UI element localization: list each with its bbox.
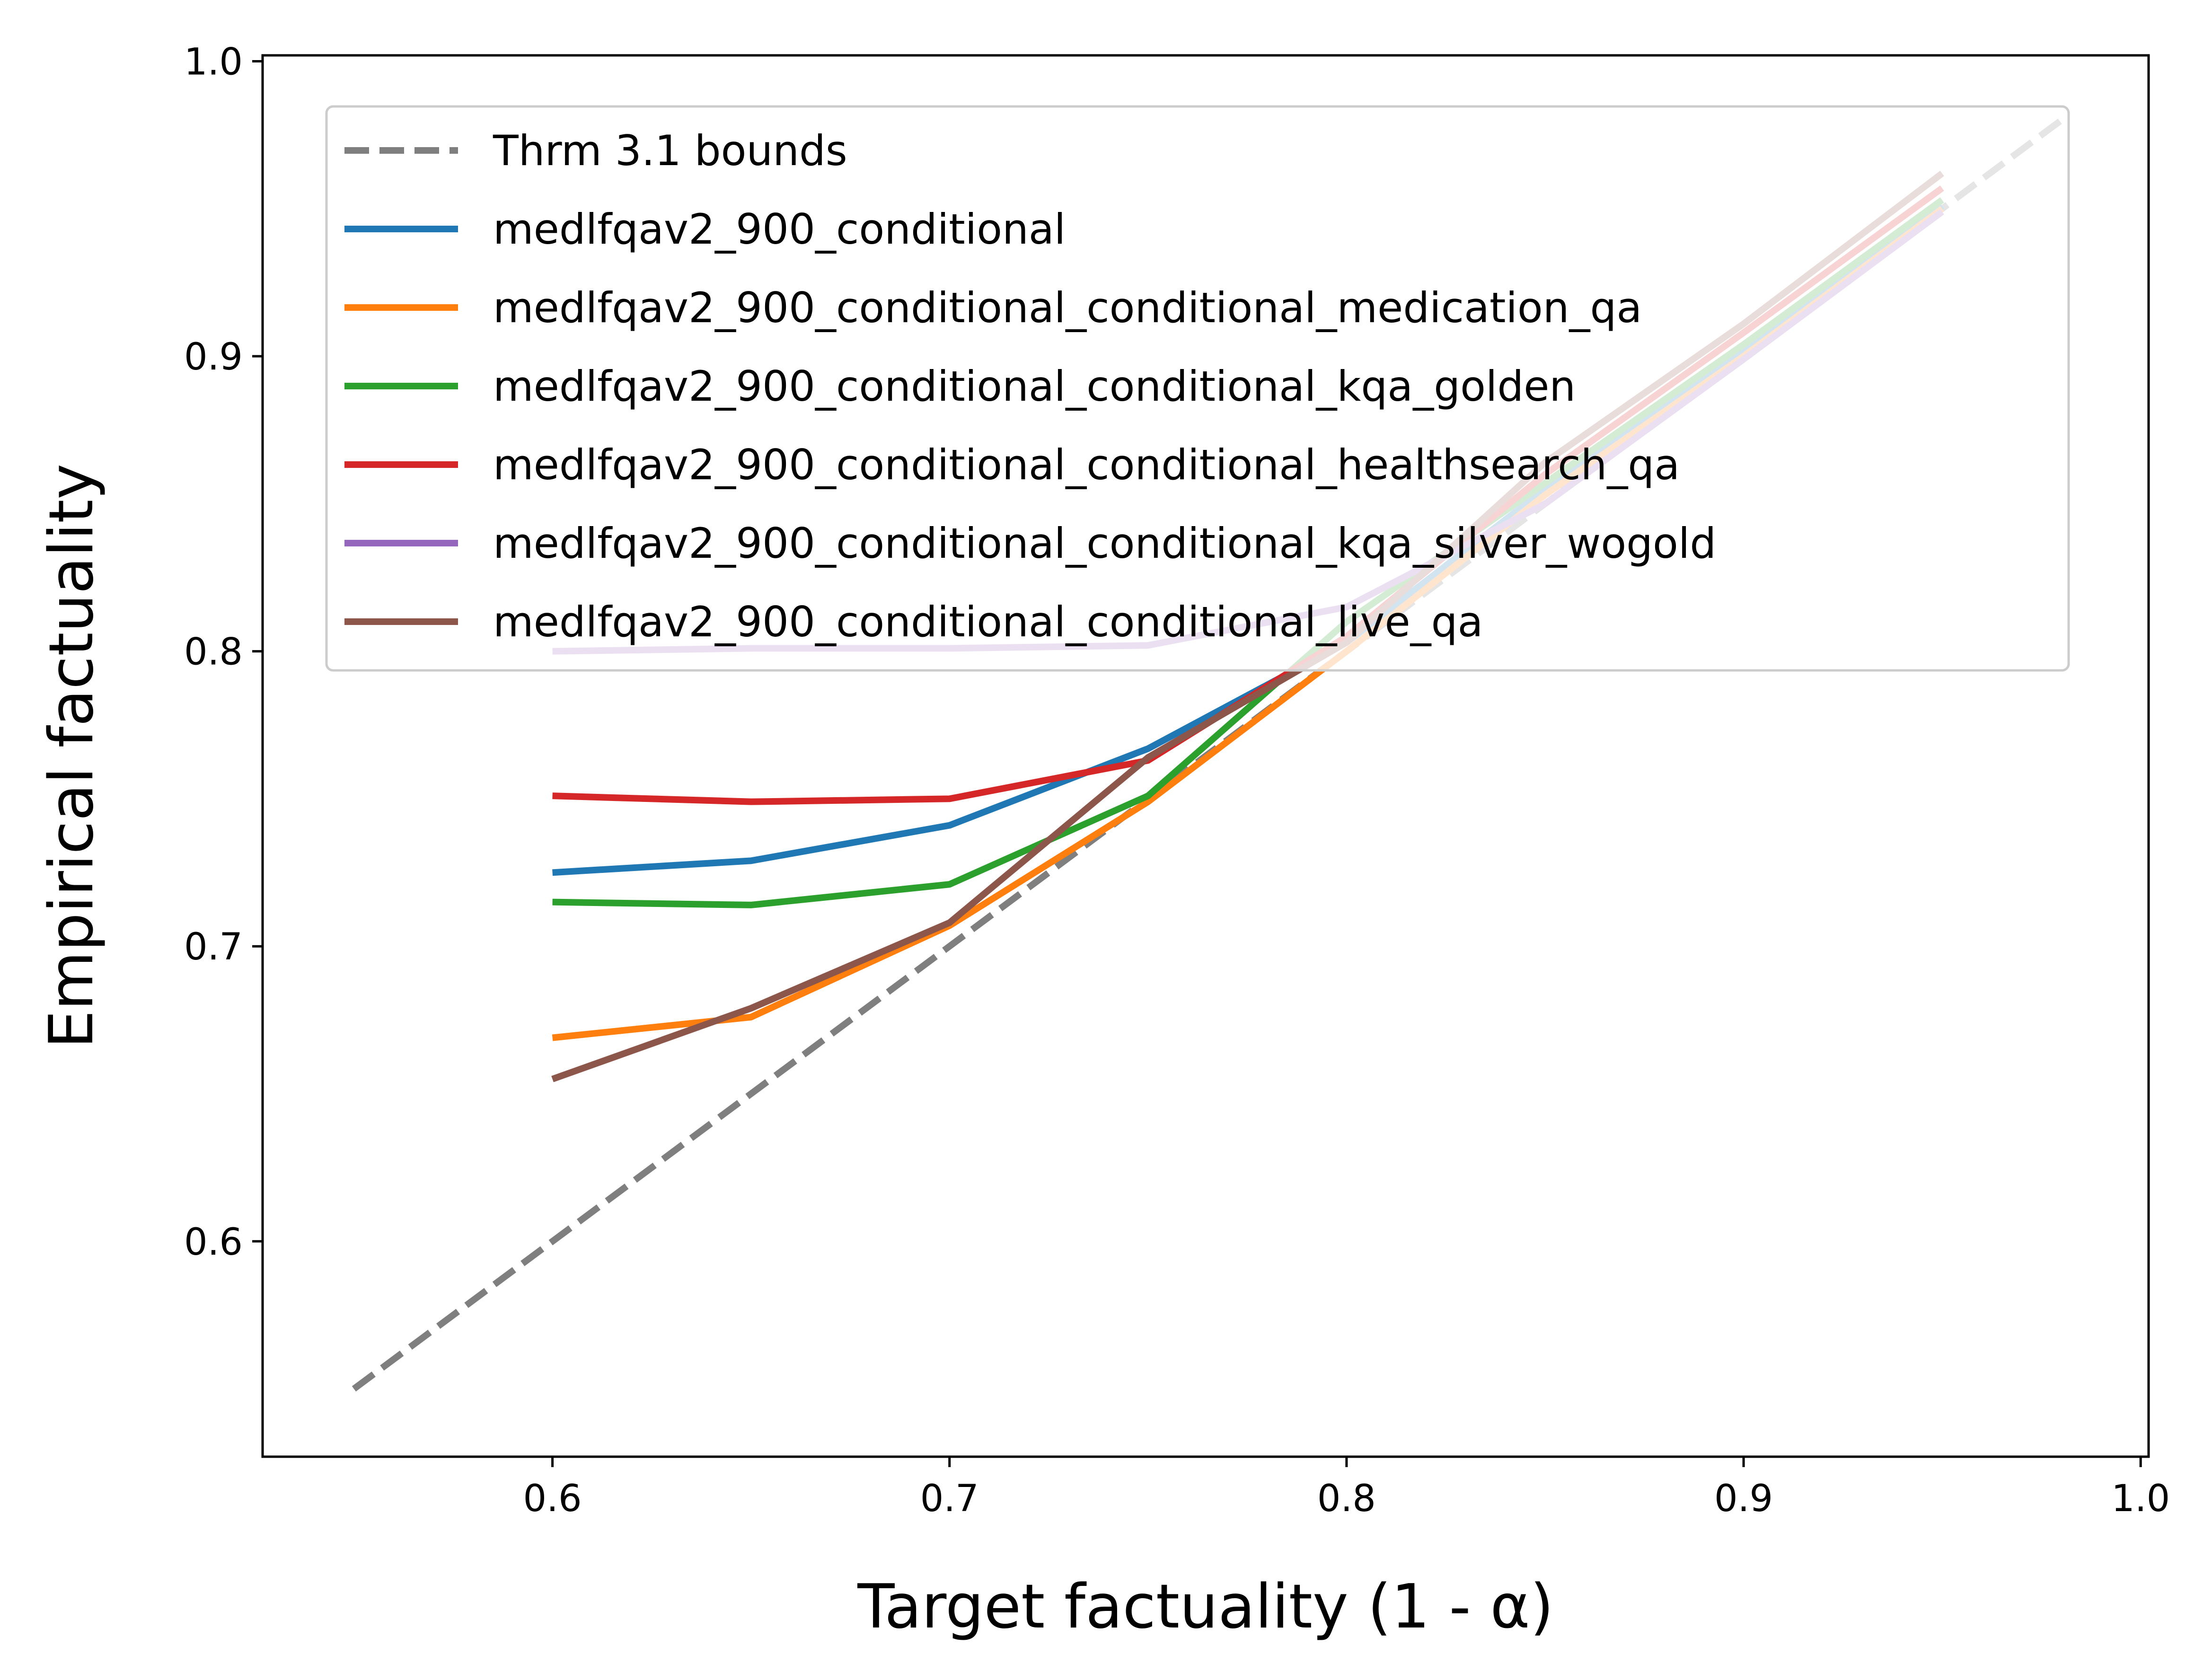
- legend-label: Thrm 3.1 bounds: [493, 126, 847, 175]
- plot-frame: [261, 54, 2150, 1458]
- y-tick-label: 0.8: [184, 631, 243, 674]
- y-tick-label: 0.6: [184, 1221, 243, 1264]
- legend-label: medlfqav2_900_conditional: [493, 205, 1066, 254]
- legend-label: medlfqav2_900_conditional_conditional_kq…: [493, 362, 1576, 411]
- y-tick-label: 0.7: [184, 926, 243, 968]
- x-tick-label: 1.0: [2111, 1478, 2170, 1520]
- x-tick-label: 0.8: [1317, 1478, 1376, 1520]
- x-axis: 0.6 0.7 0.8 0.9 1.0: [523, 1457, 2170, 1520]
- y-axis-label: Empirical factuality: [36, 464, 107, 1048]
- legend-box: [325, 105, 2070, 672]
- x-tick-label: 0.7: [920, 1478, 979, 1520]
- y-tick-label: 1.0: [184, 41, 243, 83]
- legend-label: medlfqav2_900_conditional_conditional_li…: [493, 598, 1483, 646]
- x-axis-label: Target factuality (1 - α): [857, 1572, 1553, 1642]
- legend: Thrm 3.1 bounds medlfqav2_900_conditional…: [325, 105, 2070, 672]
- legend-label: medlfqav2_900_conditional_conditional_me…: [493, 283, 1642, 332]
- legend-label: medlfqav2_900_conditional_conditional_kq…: [493, 519, 1716, 568]
- x-tick-label: 0.6: [523, 1478, 582, 1520]
- x-tick-label: 0.9: [1714, 1478, 1773, 1520]
- legend-label: medlfqav2_900_conditional_conditional_he…: [493, 440, 1680, 489]
- y-axis: 0.6 0.7 0.8 0.9 1.0: [184, 41, 263, 1264]
- y-tick-label: 0.9: [184, 336, 243, 378]
